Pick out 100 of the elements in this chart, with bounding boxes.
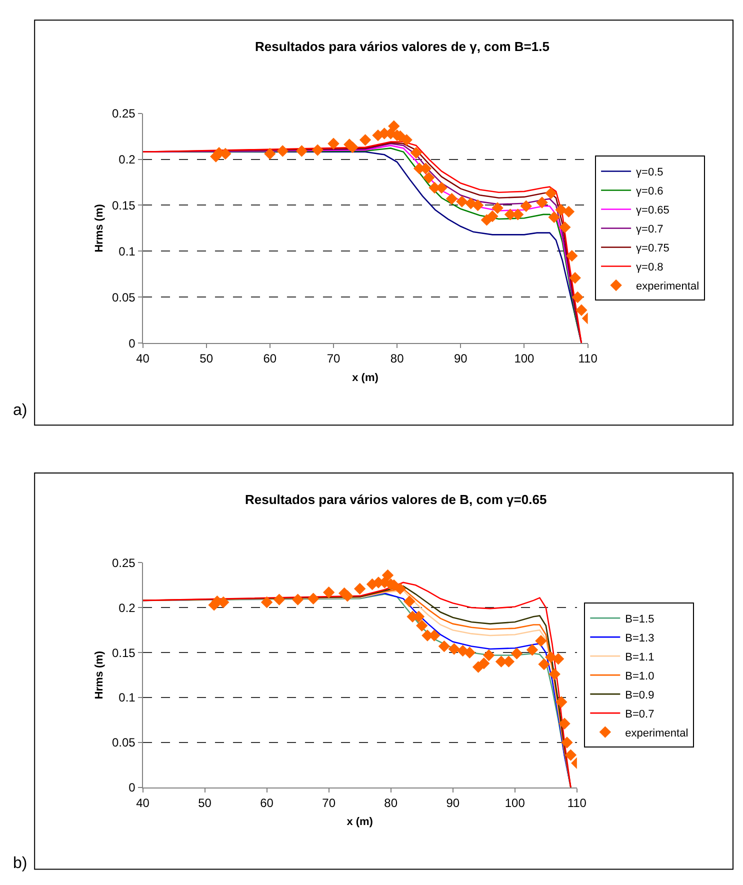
- point: [564, 749, 577, 761]
- x-tick-label: 40: [136, 796, 150, 810]
- point: [307, 592, 320, 604]
- y-tick-label: 0: [128, 780, 136, 795]
- point: [273, 594, 286, 606]
- point: [558, 718, 570, 730]
- point: [416, 620, 428, 632]
- point: [394, 582, 406, 595]
- point: [536, 196, 548, 208]
- point: [545, 187, 557, 200]
- point: [296, 145, 308, 157]
- y-tick-label: 0.15: [112, 198, 136, 212]
- x-tick-label: 110: [567, 796, 587, 810]
- point: [456, 196, 468, 208]
- point: [561, 736, 573, 748]
- point: [535, 635, 547, 647]
- legend-label: B=1.5: [625, 613, 654, 626]
- point: [538, 658, 550, 670]
- point: [382, 569, 394, 582]
- x-axis-title: x (m): [346, 816, 374, 828]
- point: [342, 590, 354, 602]
- point: [555, 204, 567, 216]
- point: [526, 644, 538, 656]
- point: [322, 586, 335, 598]
- x-tick-label: 60: [260, 796, 274, 810]
- y-axis-title: Hrms (m): [94, 204, 106, 252]
- point: [510, 648, 523, 660]
- legend-label: γ=0.7: [636, 224, 664, 236]
- point: [404, 596, 416, 608]
- point: [556, 696, 568, 708]
- point: [572, 291, 584, 304]
- point: [264, 148, 276, 160]
- y-tick-label: 0.2: [118, 152, 136, 166]
- x-tick-label: 100: [504, 796, 526, 810]
- x-tick-label: 70: [326, 352, 340, 366]
- point: [312, 144, 324, 156]
- point: [359, 134, 372, 146]
- point: [472, 199, 484, 212]
- x-tick-label: 90: [454, 352, 468, 366]
- point: [292, 594, 304, 606]
- legend-label: B=1.3: [625, 632, 654, 644]
- text: b): [13, 855, 28, 872]
- x-tick-label: 50: [198, 796, 212, 810]
- legend-label: γ=0.5: [636, 166, 664, 179]
- legend-label: γ=0.8: [636, 262, 664, 274]
- x-tick-label: 90: [446, 796, 460, 810]
- y-tick-label: 0: [128, 336, 136, 350]
- x-tick-label: 50: [200, 352, 214, 366]
- point: [520, 200, 532, 212]
- point: [569, 272, 581, 284]
- point: [552, 653, 564, 665]
- point: [438, 640, 450, 652]
- point: [260, 596, 273, 608]
- y-tick-label: 0.1: [118, 690, 136, 705]
- point: [562, 206, 575, 218]
- y-tick-label: 0.1: [118, 244, 136, 258]
- chart-title: Resultados para vários valores de γ, com B=1.5: [255, 39, 550, 54]
- point: [559, 221, 571, 234]
- point: [482, 649, 495, 662]
- y-tick-label: 0.25: [112, 556, 136, 570]
- y-tick-label: 0.15: [112, 646, 136, 660]
- point: [400, 134, 412, 146]
- point: [566, 250, 578, 262]
- x-tick-label: 70: [322, 796, 336, 810]
- point: [354, 582, 366, 595]
- legend-label: experimental: [625, 727, 688, 740]
- legend-label: γ=0.65: [636, 204, 670, 217]
- y-tick-label: 0.25: [112, 106, 136, 120]
- x-tick-label: 100: [514, 352, 535, 366]
- chart-title: Resultados para vários valores de B, com γ=0.65: [245, 492, 547, 507]
- point: [478, 658, 490, 670]
- point: [492, 202, 504, 214]
- point: [388, 120, 400, 132]
- x-tick-label: 40: [136, 352, 150, 366]
- legend-label: B=0.7: [625, 708, 654, 720]
- x-tick-label: 80: [390, 352, 404, 366]
- point: [548, 668, 560, 680]
- legend-label: γ=0.6: [636, 186, 664, 198]
- point: [464, 646, 476, 658]
- x-tick-label: 110: [578, 352, 598, 366]
- x-tick-label: 80: [384, 796, 398, 810]
- x-axis-title: x (m): [352, 372, 379, 384]
- y-tick-label: 0.05: [112, 736, 136, 750]
- x-tick-label: 60: [263, 352, 277, 366]
- point: [446, 192, 458, 205]
- point: [410, 146, 422, 159]
- legend-label: experimental: [636, 280, 700, 293]
- text: a): [13, 402, 28, 419]
- point: [486, 210, 498, 222]
- point: [448, 643, 460, 655]
- legend-label: γ=0.75: [636, 242, 670, 255]
- point: [576, 304, 588, 316]
- y-tick-label: 0.2: [118, 600, 136, 615]
- y-tick-label: 0.05: [112, 290, 136, 304]
- point: [328, 138, 340, 150]
- point: [423, 172, 435, 184]
- legend-label: B=1.0: [625, 670, 654, 682]
- point: [276, 145, 288, 157]
- y-axis-title: Hrms (m): [94, 650, 106, 700]
- legend-label: B=1.1: [625, 651, 654, 664]
